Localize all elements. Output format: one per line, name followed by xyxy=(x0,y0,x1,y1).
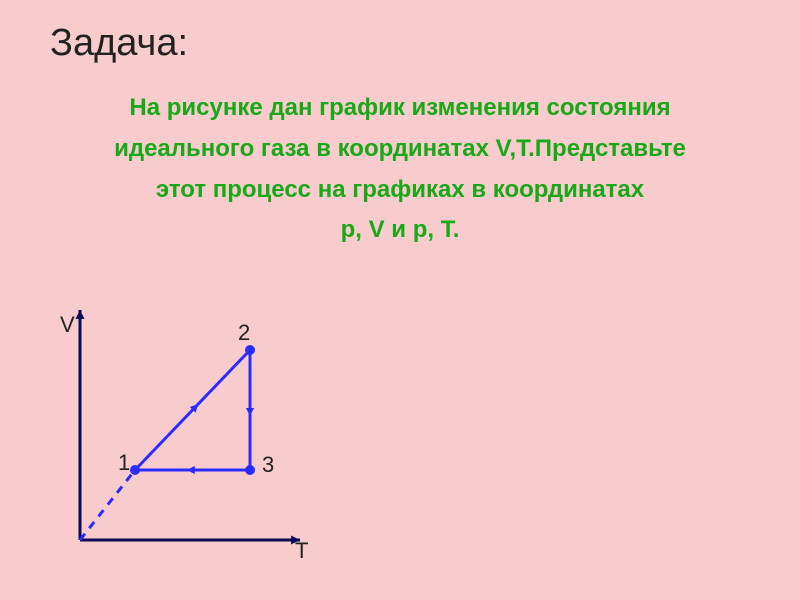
line3: этот процесс на графиках в координатах xyxy=(156,176,644,203)
diagram-svg xyxy=(40,290,340,580)
line2: идеального газа в координатах V,T.Предст… xyxy=(114,135,686,162)
y-axis-label: V xyxy=(60,312,75,338)
point-3-label: 3 xyxy=(262,452,274,478)
point-1-label: 1 xyxy=(118,450,130,476)
line4: p, V и p, T. xyxy=(341,216,460,243)
x-axis-label: T xyxy=(295,538,308,564)
line1: На рисунке дан график изменения состояни… xyxy=(129,94,670,121)
problem-text: На рисунке дан график изменения состояни… xyxy=(40,88,760,251)
point-2-label: 2 xyxy=(238,320,250,346)
problem-title: Задача: xyxy=(50,22,188,65)
vt-chart: V T 1 2 3 xyxy=(40,290,340,580)
